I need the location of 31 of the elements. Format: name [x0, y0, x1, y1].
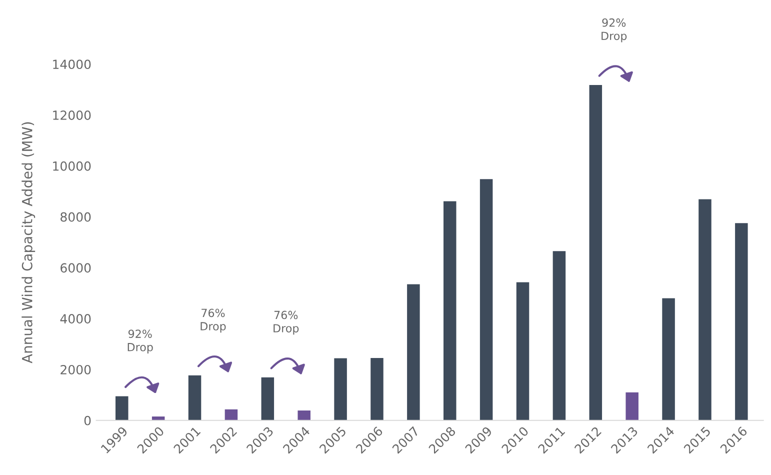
bar: [152, 416, 165, 420]
bar: [626, 392, 638, 420]
bar: [334, 358, 347, 420]
annotation: 76% Drop: [200, 308, 226, 333]
y-tick-label: 10000: [53, 161, 91, 171]
bar: [662, 298, 675, 420]
bar: [698, 199, 712, 420]
bar: [407, 284, 420, 420]
bar: [261, 377, 274, 420]
annotation: 76% Drop: [274, 310, 299, 335]
bar: [735, 223, 748, 420]
y-tick-label: 14000: [53, 60, 91, 70]
bar: [552, 251, 566, 420]
bar: [444, 201, 456, 420]
y-tick-label: 4000: [60, 314, 91, 324]
y-tick-label: 0: [84, 416, 91, 426]
y-tick-label: 8000: [60, 212, 91, 222]
y-axis-title: Annual Wind Capacity Added (MW): [22, 122, 36, 364]
bar: [224, 409, 238, 420]
y-tick-label: 2000: [60, 364, 91, 374]
bar: [116, 396, 128, 420]
bar: [480, 179, 493, 420]
bar: [516, 282, 530, 420]
y-tick-label: 6000: [60, 263, 91, 273]
bar: [589, 84, 602, 420]
bar: [298, 410, 310, 420]
annotation: 92% Drop: [128, 330, 153, 354]
y-tick-label: 12000: [53, 110, 91, 120]
bar: [370, 358, 384, 420]
bar: [188, 375, 202, 420]
text: 92% Drop: [602, 18, 627, 42]
